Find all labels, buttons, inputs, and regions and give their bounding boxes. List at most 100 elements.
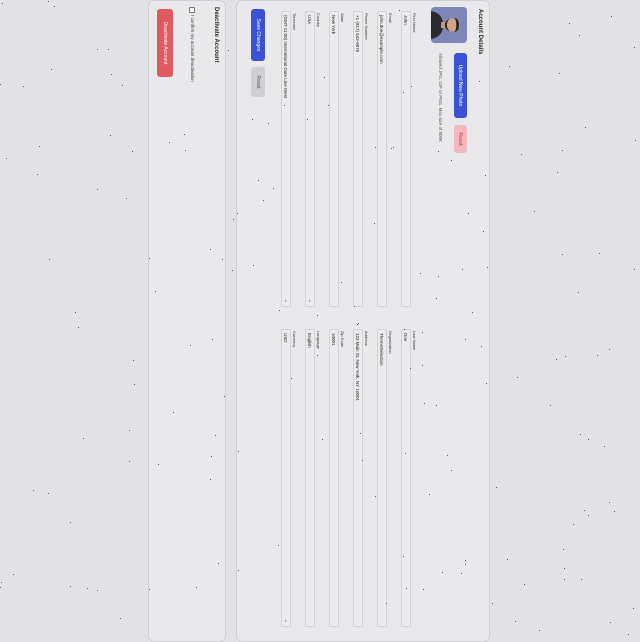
noise-speck bbox=[54, 6, 55, 7]
noise-speck bbox=[210, 479, 211, 480]
noise-speck bbox=[569, 23, 570, 24]
noise-speck bbox=[614, 511, 615, 512]
noise-speck bbox=[492, 603, 493, 604]
noise-speck bbox=[507, 559, 508, 560]
noise-speck bbox=[403, 92, 404, 93]
noise-speck bbox=[585, 127, 586, 128]
noise-speck bbox=[48, 1, 49, 2]
noise-speck bbox=[517, 377, 518, 378]
noise-speck bbox=[404, 329, 405, 330]
noise-speck bbox=[462, 269, 463, 270]
noise-speck bbox=[111, 74, 112, 75]
noise-speck bbox=[97, 49, 98, 50]
noise-speck bbox=[628, 634, 629, 635]
noise-speck bbox=[438, 151, 439, 152]
noise-speck bbox=[599, 253, 600, 254]
address-field[interactable]: 123 Main St, New York, NY 10001 bbox=[353, 329, 363, 627]
state-field[interactable]: New York bbox=[329, 11, 339, 307]
noise-speck bbox=[149, 589, 150, 590]
noise-speck bbox=[481, 346, 482, 347]
first-name-label: First Name bbox=[412, 13, 417, 33]
noise-speck bbox=[173, 412, 174, 413]
reset-photo-button[interactable]: Reset bbox=[454, 125, 467, 153]
phone-field[interactable]: +1 (917) 543-9876 bbox=[353, 11, 363, 307]
last-name-label: Last Name bbox=[412, 331, 417, 351]
profile-avatar bbox=[431, 7, 467, 43]
chevron-down-icon: ⌄ bbox=[283, 618, 289, 623]
email-value: john.doe@example.com bbox=[379, 15, 385, 64]
noise-speck bbox=[238, 451, 239, 452]
confirm-deactivation-label[interactable]: I confirm my account deactivation bbox=[190, 15, 195, 82]
deactivate-account-button[interactable]: Deactivate Account bbox=[157, 9, 173, 77]
noise-speck bbox=[611, 16, 612, 17]
timezone-label: Timezone bbox=[292, 13, 297, 31]
noise-speck bbox=[403, 556, 404, 557]
email-field[interactable]: john.doe@example.com bbox=[377, 11, 387, 307]
confirm-deactivation-checkbox[interactable] bbox=[189, 7, 195, 13]
noise-speck bbox=[212, 339, 213, 340]
noise-speck bbox=[134, 384, 135, 385]
noise-speck bbox=[185, 150, 186, 151]
noise-speck bbox=[2, 3, 3, 4]
first-name-field[interactable]: John bbox=[401, 11, 411, 307]
noise-speck bbox=[211, 456, 212, 457]
noise-speck bbox=[215, 435, 216, 436]
account-details-title: Account Details bbox=[477, 9, 483, 55]
currency-select[interactable]: USD ⌄ bbox=[281, 329, 291, 627]
noise-speck bbox=[126, 198, 127, 199]
noise-speck bbox=[405, 453, 406, 454]
noise-speck bbox=[633, 608, 634, 609]
noise-speck bbox=[233, 219, 234, 220]
noise-speck bbox=[75, 312, 76, 313]
email-label: Email bbox=[388, 13, 393, 24]
photo-hint: Allowed JPG, GIF or PNG. Max size of 800… bbox=[438, 53, 443, 143]
noise-speck bbox=[438, 276, 439, 277]
noise-speck bbox=[447, 455, 448, 456]
language-select[interactable]: English bbox=[305, 329, 315, 627]
country-select[interactable]: USA ⌄ bbox=[305, 11, 315, 307]
noise-speck bbox=[155, 291, 156, 292]
noise-speck bbox=[579, 35, 580, 36]
noise-speck bbox=[550, 405, 551, 406]
state-value: New York bbox=[331, 15, 337, 35]
noise-speck bbox=[158, 464, 159, 465]
noise-speck bbox=[559, 73, 560, 74]
chevron-down-icon: ⌄ bbox=[307, 298, 313, 303]
noise-speck bbox=[436, 298, 437, 299]
noise-speck bbox=[252, 119, 253, 120]
organization-field[interactable]: ThemeSelection bbox=[377, 329, 387, 627]
noise-speck bbox=[483, 231, 484, 232]
last-name-field[interactable]: Doe bbox=[401, 329, 411, 627]
noise-speck bbox=[539, 630, 540, 631]
noise-speck bbox=[238, 570, 239, 571]
noise-speck bbox=[584, 510, 585, 511]
noise-speck bbox=[479, 16, 480, 17]
organization-label: Organization bbox=[388, 331, 393, 354]
timezone-select[interactable]: (GMT-11:00) International Date Line West… bbox=[281, 11, 291, 307]
upload-photo-button[interactable]: Upload New Photo bbox=[454, 53, 467, 118]
noise-speck bbox=[268, 123, 269, 124]
noise-speck bbox=[83, 438, 84, 439]
noise-speck bbox=[442, 572, 443, 573]
noise-speck bbox=[406, 588, 407, 589]
noise-speck bbox=[70, 586, 71, 587]
noise-speck bbox=[0, 84, 1, 85]
first-name-value: John bbox=[403, 15, 409, 25]
reset-form-button[interactable]: Reset bbox=[251, 67, 265, 97]
save-changes-button[interactable]: Save Changes bbox=[251, 9, 265, 61]
noise-speck bbox=[386, 603, 387, 604]
noise-speck bbox=[284, 105, 285, 106]
avatar-image bbox=[431, 7, 467, 43]
noise-speck bbox=[410, 368, 411, 369]
noise-speck bbox=[374, 223, 375, 224]
noise-speck bbox=[210, 249, 211, 250]
noise-speck bbox=[436, 405, 437, 406]
noise-speck bbox=[635, 140, 636, 141]
noise-speck bbox=[429, 494, 430, 495]
noise-speck bbox=[253, 265, 254, 266]
noise-speck bbox=[399, 10, 400, 11]
noise-speck bbox=[468, 213, 469, 214]
noise-speck bbox=[6, 158, 7, 159]
noise-speck bbox=[328, 105, 329, 106]
zip-field[interactable]: 10001 bbox=[329, 329, 339, 627]
